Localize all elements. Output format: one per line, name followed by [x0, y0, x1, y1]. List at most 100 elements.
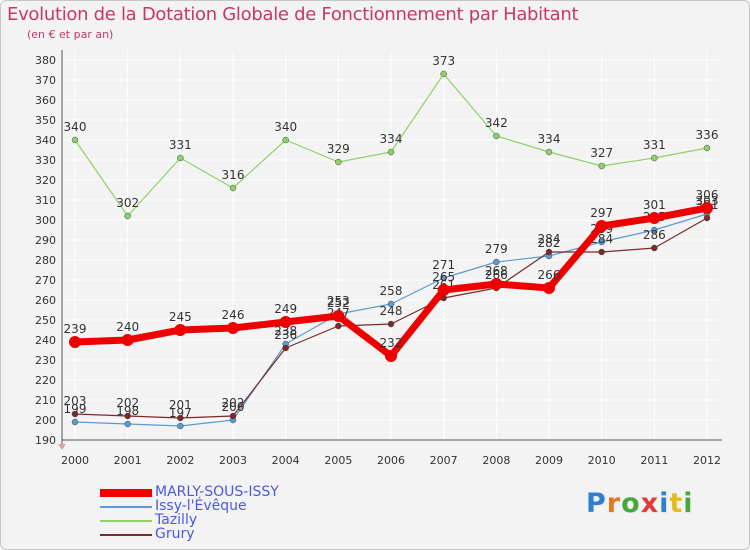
y-tick-label: 270	[35, 274, 56, 287]
data-point	[227, 322, 239, 334]
data-point	[335, 158, 342, 166]
data-point	[598, 162, 605, 170]
data-label: 279	[485, 242, 508, 256]
data-point	[440, 274, 447, 282]
data-label: 297	[590, 206, 613, 220]
chart-subtitle: (en € et par an)	[27, 28, 114, 41]
data-point	[543, 282, 555, 294]
y-tick-label: 190	[35, 434, 56, 447]
data-point	[69, 336, 81, 348]
logo-letter: t	[669, 488, 684, 519]
plot-area	[62, 50, 722, 440]
data-point	[648, 212, 661, 224]
x-tick-label: 2004	[272, 454, 300, 467]
legend-swatch	[100, 489, 152, 497]
data-point	[124, 420, 131, 428]
y-tick-label: 290	[35, 234, 56, 247]
data-point	[651, 154, 658, 162]
logo-letter: P	[586, 488, 607, 519]
data-point	[545, 148, 553, 156]
y-tick-label: 230	[35, 354, 56, 367]
data-label: 248	[380, 304, 403, 318]
data-label: 266	[538, 268, 561, 282]
y-tick-label: 200	[35, 414, 56, 427]
data-label: 327	[590, 146, 613, 160]
data-point	[124, 412, 131, 420]
data-label: 246	[222, 308, 245, 322]
y-tick-label: 330	[35, 154, 56, 167]
data-point	[335, 322, 342, 330]
data-label: 334	[380, 132, 403, 146]
data-point	[229, 412, 237, 420]
data-point	[177, 414, 184, 422]
data-label: 329	[327, 142, 350, 156]
data-label: 258	[380, 284, 403, 298]
data-point	[387, 148, 395, 156]
data-label: 197	[169, 406, 192, 420]
y-tick-label: 310	[35, 194, 56, 207]
y-tick-label: 240	[35, 334, 56, 347]
data-label: 238	[274, 324, 297, 338]
y-tick-label: 280	[35, 254, 56, 267]
data-point	[387, 300, 395, 308]
data-label: 236	[274, 328, 297, 342]
legend-swatch	[100, 520, 152, 522]
data-point	[229, 184, 237, 192]
data-label: 201	[169, 398, 192, 412]
y-tick-label: 320	[35, 174, 56, 187]
y-tick-label: 380	[35, 54, 56, 67]
y-tick-label: 300	[35, 214, 56, 227]
data-point	[282, 344, 289, 352]
x-tick-label: 2010	[588, 454, 616, 467]
data-label: 286	[643, 228, 666, 242]
data-point	[598, 238, 605, 246]
y-tick-label: 260	[35, 294, 56, 307]
x-tick-label: 2007	[430, 454, 458, 467]
data-label: 265	[432, 270, 455, 284]
data-label: 303	[696, 194, 719, 208]
data-label: 284	[538, 232, 561, 246]
data-point	[71, 410, 79, 418]
data-point	[651, 244, 658, 252]
legend-item: Tazilly	[100, 512, 360, 528]
x-tick-label: 2005	[324, 454, 352, 467]
logo-letter: r	[606, 488, 622, 519]
data-label: 202	[222, 396, 245, 410]
data-point	[493, 132, 500, 140]
data-point	[701, 202, 713, 214]
data-point	[332, 310, 345, 322]
axis-origin-marker	[58, 444, 66, 450]
data-point	[385, 350, 397, 362]
x-tick-label: 2012	[693, 454, 721, 467]
x-tick-label: 2003	[219, 454, 247, 467]
data-point	[177, 154, 184, 162]
data-label: 316	[222, 168, 245, 182]
data-point	[124, 212, 131, 220]
data-label: 340	[64, 120, 87, 134]
data-point	[703, 144, 711, 152]
data-point	[493, 258, 500, 266]
data-point	[545, 248, 553, 256]
data-label: 342	[485, 116, 508, 130]
series-grury: 203202201202236247248261266284284286301	[64, 198, 718, 422]
data-label: 301	[643, 198, 666, 212]
data-label: 245	[169, 310, 192, 324]
data-point	[387, 320, 395, 328]
logo-letter: i	[659, 488, 670, 519]
x-tick-label: 2002	[166, 454, 194, 467]
data-point	[595, 220, 608, 232]
data-label: 266	[485, 268, 508, 282]
data-point	[71, 136, 79, 144]
data-label: 331	[643, 138, 666, 152]
data-point	[651, 226, 658, 234]
x-tick-label: 2009	[535, 454, 563, 467]
data-label: 202	[116, 396, 139, 410]
data-point	[282, 136, 289, 144]
logo-letter: x	[640, 488, 660, 519]
data-label: 331	[169, 138, 192, 152]
data-label: 268	[485, 264, 508, 278]
data-point	[177, 422, 184, 430]
data-point	[440, 70, 447, 78]
series-tazilly: 340 302 331 316 340 329 334 373 342 334 327 331 336	[64, 54, 718, 220]
legend-item: Issy-l'Évêque	[100, 498, 360, 514]
